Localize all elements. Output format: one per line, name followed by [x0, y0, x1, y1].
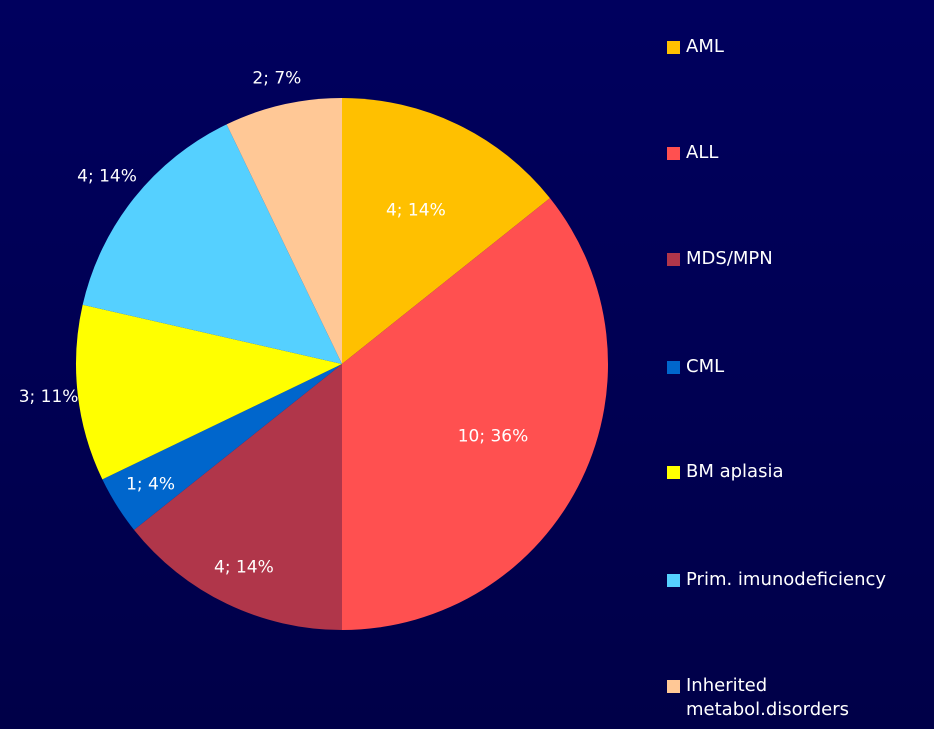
legend-item: Prim. imunodeficiency — [667, 568, 932, 592]
legend-item: MDS/MPN — [667, 247, 932, 271]
pie-slice — [342, 198, 609, 630]
legend-item: AML — [667, 35, 932, 59]
legend-swatch — [667, 574, 680, 587]
pie-slice — [226, 98, 342, 364]
legend-item: ALL — [667, 141, 932, 165]
data-label: 10; 36% — [458, 427, 529, 447]
data-label: 3; 11% — [19, 387, 79, 407]
legend-label: Prim. imunodeficiency — [686, 569, 887, 590]
legend-swatch — [667, 680, 680, 693]
data-label: 2; 7% — [252, 69, 301, 89]
data-label: 4; 14% — [386, 201, 446, 221]
legend-swatch — [667, 466, 680, 479]
legend-label: AML — [686, 36, 724, 57]
legend-label: CML — [686, 356, 725, 377]
pie-slice — [75, 304, 342, 480]
pie-slice — [102, 364, 342, 530]
legend-item: Inherited metabol.disorders — [667, 674, 932, 722]
legend-item: CML — [667, 355, 932, 379]
legend-label: ALL — [686, 142, 719, 163]
legend-swatch — [667, 361, 680, 374]
legend-swatch — [667, 253, 680, 266]
pie-slice — [82, 124, 342, 364]
pie-slice — [342, 98, 550, 364]
legend-label: BM aplasia — [686, 461, 784, 482]
legend-swatch — [667, 147, 680, 160]
legend-item: BM aplasia — [667, 460, 932, 484]
legend-label: MDS/MPN — [686, 248, 773, 269]
data-label: 1; 4% — [126, 474, 175, 494]
legend-label: Inherited metabol.disorders — [686, 675, 850, 720]
chart: 4; 14% 10; 36% 4; 14% 1; 4% 3; 11% 4; 14% 2; 7… — [19, 69, 609, 630]
pie-slice — [134, 364, 342, 630]
data-label: 4; 14% — [77, 167, 137, 187]
legend-swatch — [667, 41, 680, 54]
data-label: 4; 14% — [214, 558, 274, 578]
